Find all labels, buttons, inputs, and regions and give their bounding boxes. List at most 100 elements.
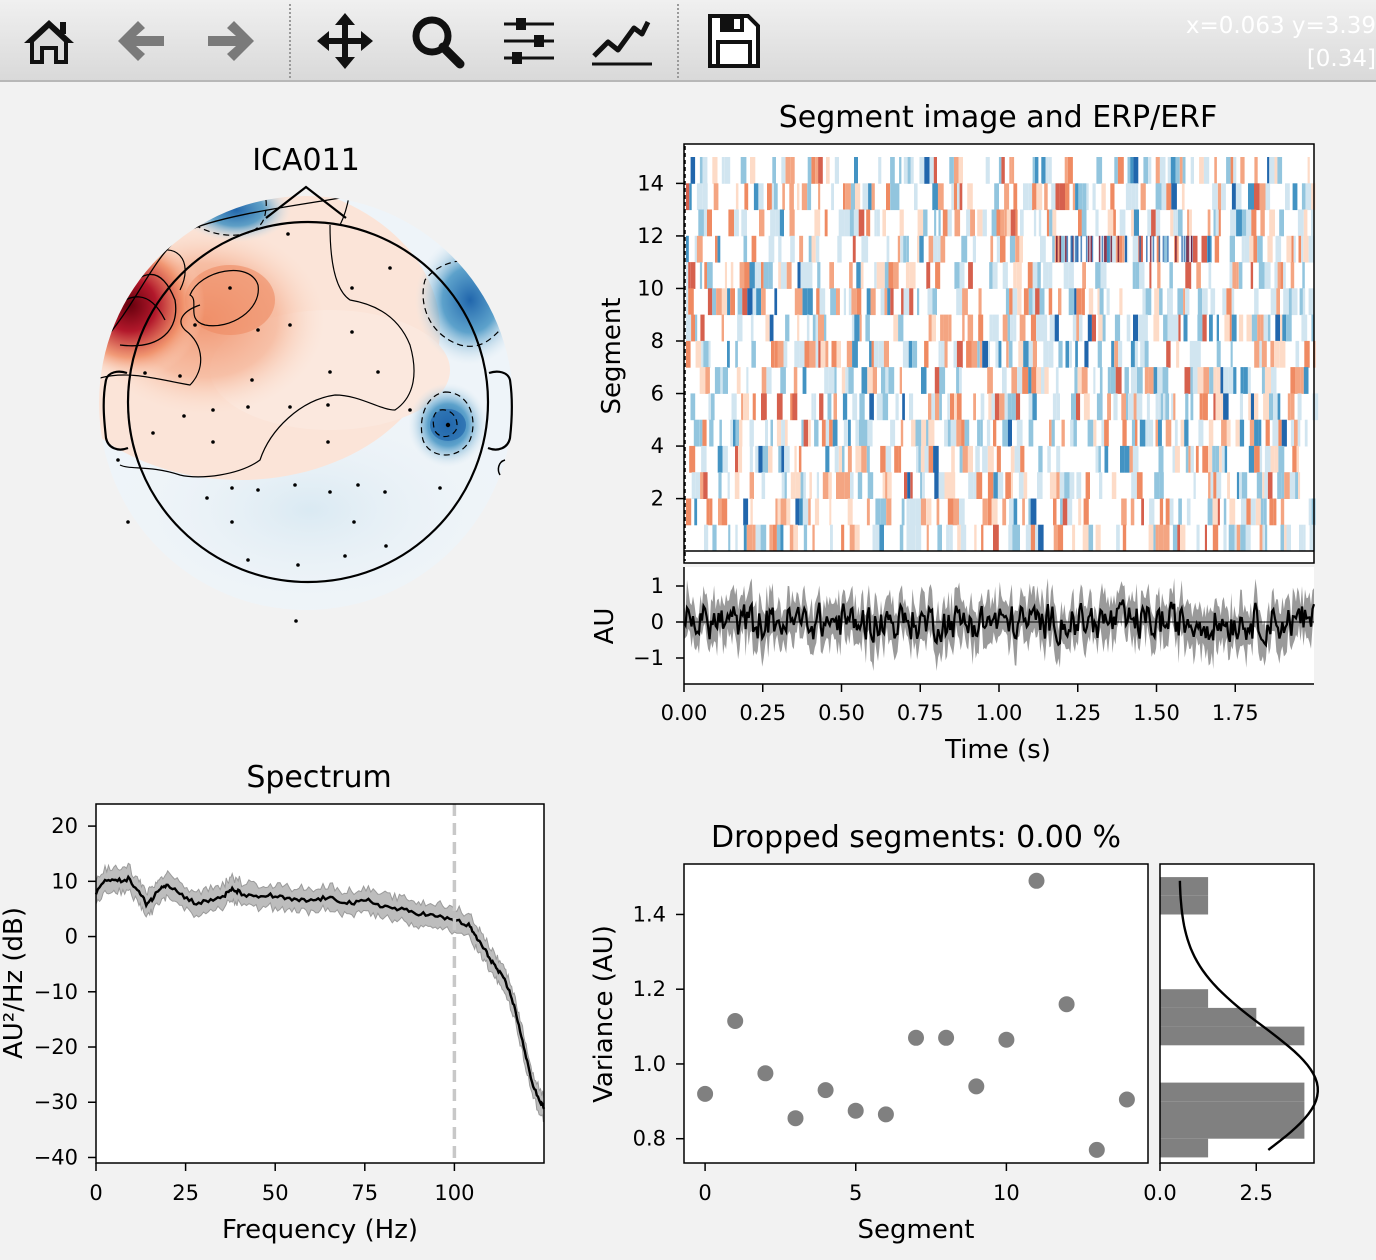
spectrum-ytick-label: −10 [34,980,78,1004]
variance-point [908,1029,924,1046]
topomap-panel: ICA011 [99,143,513,623]
variance-point [697,1085,714,1102]
segment-ytick-label: 6 [651,382,664,406]
histogram-panel: 0.0 2.5 [1143,863,1320,1205]
left-ear-outline [102,370,129,451]
variance-point [817,1082,834,1099]
spectrum-xlabel: Frequency (Hz) [222,1215,418,1245]
figure-canvas: ICA011 [0,100,1320,1245]
variance-ticks: 0 5 10 0.8 1.0 1.2 1.4 [633,902,1020,1205]
histogram-bar [1160,1101,1305,1120]
segment-image-panel: Segment image and ERP/ERF Segment 2 4 6 8 10… [597,100,1319,564]
spectrum-ytick-label: 0 [65,925,78,949]
histogram-bar [1160,1082,1305,1102]
histogram-bar [1160,1120,1305,1139]
floppy-disk-icon [708,14,760,68]
erp-xtick-label: 0.00 [661,701,708,725]
histogram-xtick-label: 0.0 [1143,1181,1176,1205]
toolbar-separator [677,4,679,78]
topomap-field [99,196,513,610]
nose-outline [265,185,347,219]
erp-ylabel: AU [590,608,620,645]
navigation-toolbar: x=0.063 y=3.39 [0.34] [0,0,1376,82]
erp-xticks: 0.00 0.25 0.50 0.75 1.00 1.25 1.50 1.75 [661,684,1259,725]
spectrum-ytick-label: −20 [34,1035,78,1059]
head-outline [126,220,490,584]
coords-line-2: [0.34] [1306,46,1376,72]
variance-ytick-label: 1.0 [633,1052,666,1076]
segment-image-yticks: 2 4 6 8 10 12 14 [637,171,684,511]
segment-ytick-label: 12 [637,224,664,248]
coords-line-1: x=0.063 y=3.39 [1185,13,1376,39]
variance-point [1028,872,1045,889]
spectrum-xtick-label: 100 [434,1181,474,1205]
variance-point [938,1029,955,1046]
variance-ytick-label: 0.8 [633,1127,666,1151]
spectrum-ytick-label: 10 [51,869,78,893]
segment-ytick-label: 14 [637,171,664,195]
cursor-coordinates: x=0.063 y=3.39 [0.34] [1186,10,1376,76]
spectrum-title: Spectrum [246,760,391,795]
variance-xtick-label: 10 [993,1181,1020,1205]
erp-xtick-label: 1.75 [1212,701,1259,725]
variance-point [787,1110,804,1127]
erp-ytick-label: 0 [651,610,664,634]
variance-point [847,1102,864,1119]
histogram-bar [1160,1138,1209,1158]
erp-xtick-label: 1.50 [1133,701,1180,725]
erp-panel: AU Time (s) 1 0 −1 0.00 0.25 0.50 0.75 1.00 1.2… [590,567,1316,765]
magnifier-icon [412,16,465,69]
erp-xtick-label: 0.25 [739,701,786,725]
histogram-bar [1160,877,1209,896]
segment-image-heatmap [686,157,1319,552]
erp-confidence-band [684,578,1314,671]
customize-button[interactable] [590,10,652,72]
pan-button[interactable] [314,10,376,72]
forward-button[interactable] [200,10,262,72]
spectrum-ytick-label: −30 [34,1090,78,1114]
variance-point [968,1078,985,1095]
segment-image-ylabel: Segment [597,298,627,415]
spectrum-xtick-label: 50 [262,1181,289,1205]
dropped-segments-title: Dropped segments: 0.00 % [711,820,1121,855]
heatmap-stripes [686,157,1319,552]
spectrum-ytick-label: −40 [34,1145,78,1169]
erp-traces [682,578,1316,671]
zoom-button[interactable] [406,10,468,72]
variance-xtick-label: 5 [849,1181,862,1205]
histogram-xtick-label: 2.5 [1240,1181,1273,1205]
spectrum-panel: Spectrum Frequency (Hz) AU²/Hz (dB) 0 25 5… [0,760,546,1245]
variance-point [1058,996,1075,1013]
histogram-bar [1160,989,1209,1008]
back-button[interactable] [110,10,172,72]
home-icon [24,20,74,64]
histogram-bar [1160,895,1209,915]
variance-ytick-label: 1.2 [633,977,666,1001]
line-chart-icon [592,20,652,66]
variance-point [1118,1091,1135,1108]
variance-point [757,1065,774,1082]
save-button[interactable] [702,10,764,72]
spectrum-ylabel: AU²/Hz (dB) [0,907,29,1059]
spectrum-ytick-label: 20 [51,814,78,838]
spectrum-xtick-label: 25 [172,1181,199,1205]
home-button[interactable] [18,10,80,72]
segment-ytick-label: 2 [651,487,664,511]
arrow-right-icon [208,21,254,61]
variance-ylabel: Variance (AU) [589,925,619,1103]
variance-xtick-label: 0 [698,1181,711,1205]
erp-xtick-label: 0.75 [897,701,944,725]
erp-mean-line [682,599,1316,648]
right-ear-outline [487,370,513,451]
segment-ytick-label: 10 [637,276,664,300]
variance-point [727,1013,744,1029]
variance-scatter [697,872,1135,1158]
erp-yticks: 1 0 −1 [633,574,684,670]
variance-point [877,1106,894,1123]
erp-ytick-label: −1 [633,646,664,670]
segment-image-title: Segment image and ERP/ERF [779,100,1218,135]
segment-ytick-label: 8 [651,329,664,353]
subplots-button[interactable] [498,10,560,72]
erp-ytick-label: 1 [651,574,664,598]
